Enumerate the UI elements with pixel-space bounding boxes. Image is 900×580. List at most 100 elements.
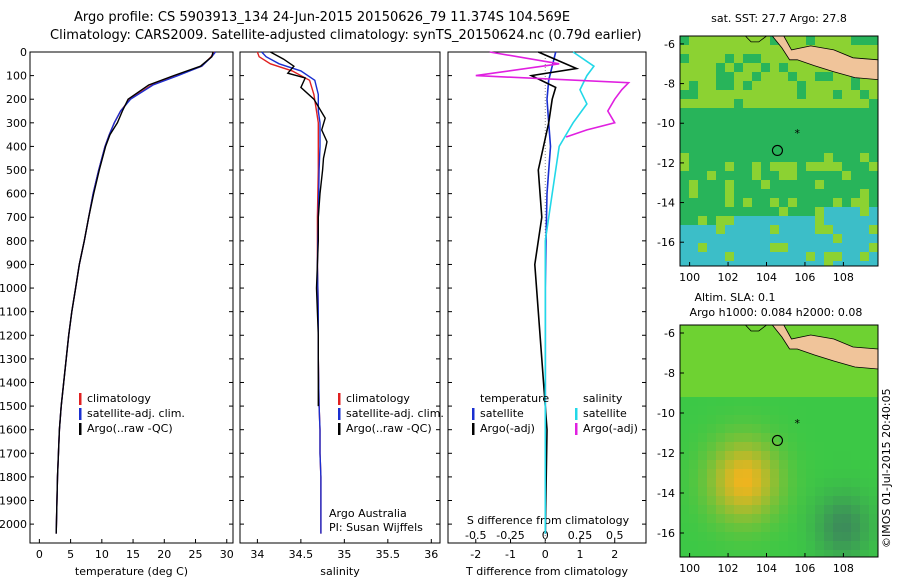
sal-legend-label: climatology (346, 392, 410, 405)
map-cell (779, 496, 789, 506)
map-cell (689, 180, 699, 190)
map-cell (851, 334, 861, 344)
map-cell (860, 126, 870, 136)
map-cell (788, 541, 798, 551)
depth-tick-label: 1100 (0, 306, 27, 319)
map-cell (806, 171, 816, 181)
map-cell (752, 370, 762, 380)
map-cell (860, 198, 870, 208)
map-cell (860, 90, 870, 100)
map-cell (851, 36, 861, 46)
map-cell (842, 243, 852, 253)
x-tick-label: 30 (220, 548, 234, 561)
map-cell (689, 415, 699, 425)
map-cell (860, 397, 870, 407)
map-cell (779, 451, 789, 461)
map-cell (680, 180, 690, 190)
map-cell (806, 81, 816, 91)
map-cell (842, 478, 852, 488)
salinity-line-2 (270, 51, 328, 407)
map-cell (743, 379, 753, 389)
depth-tick-label: 1900 (0, 495, 27, 508)
map-cell (680, 334, 690, 344)
map-cell (752, 541, 762, 551)
map-cell (680, 523, 690, 533)
map-cell (806, 261, 816, 266)
map-cell (725, 361, 735, 371)
map-cell (869, 496, 878, 506)
map-cell (698, 370, 708, 380)
map-cell (725, 99, 735, 109)
map-cell (860, 117, 870, 127)
map-cell (869, 532, 878, 542)
map-cell (824, 36, 834, 46)
map-cell (842, 496, 852, 506)
map-cell (770, 252, 780, 262)
map-cell (779, 117, 789, 127)
map-cell (788, 243, 798, 253)
map-cell (725, 117, 735, 127)
map-cell (797, 189, 807, 199)
map-cell (752, 460, 762, 470)
map-cell (842, 523, 852, 533)
depth-tick-label: 1300 (0, 353, 27, 366)
diff-legend-sal-swatch (575, 408, 578, 420)
map-cell (707, 54, 717, 64)
map-cell (842, 126, 852, 136)
map-cell (743, 541, 753, 551)
map-cell (698, 171, 708, 181)
x-tick-label: 34 (250, 548, 264, 561)
map-frame (679, 35, 879, 267)
map-cell (860, 496, 870, 506)
map-cell (689, 361, 699, 371)
map-cell (869, 261, 878, 266)
depth-tick-label: 900 (6, 258, 27, 271)
map-cell (770, 108, 780, 118)
map-cell (680, 451, 690, 461)
map-cell (797, 433, 807, 443)
map-cell (743, 352, 753, 362)
map-lon-tick: 106 (794, 562, 815, 575)
map-cell (851, 541, 861, 551)
map-cell (842, 216, 852, 226)
map-cell (869, 379, 878, 389)
map-cell (833, 117, 843, 127)
map-cell (860, 379, 870, 389)
map-cell (815, 117, 825, 127)
map-cell (770, 180, 780, 190)
map-cell (689, 451, 699, 461)
map-cell (734, 36, 744, 46)
map-cell (824, 135, 834, 145)
map-cell (707, 207, 717, 217)
map-cell (716, 162, 726, 172)
map-cell (689, 460, 699, 470)
map-cell (725, 451, 735, 461)
map-cell (752, 144, 762, 154)
map-cell (752, 117, 762, 127)
float-star-marker: * (795, 417, 801, 430)
map-cell (743, 325, 753, 335)
map-cell (680, 153, 690, 163)
map-cell (734, 442, 744, 452)
map-cell (779, 189, 789, 199)
map-cell (797, 388, 807, 398)
map-cell (707, 523, 717, 533)
map-cell (806, 424, 816, 434)
map-cell (779, 523, 789, 533)
map-cell (743, 171, 753, 181)
map-cell (680, 442, 690, 452)
map-cell (779, 550, 789, 557)
map-cell (815, 36, 825, 46)
map-lat-tick: -12 (657, 157, 675, 170)
map-cell (680, 261, 690, 266)
map-lon-tick: 100 (679, 271, 700, 284)
map-cell (842, 198, 852, 208)
map-cell (824, 234, 834, 244)
map-cell (725, 523, 735, 533)
map-cell (716, 325, 726, 335)
map-cell (689, 144, 699, 154)
map-cell (698, 460, 708, 470)
map-cell (734, 433, 744, 443)
map-cell (770, 171, 780, 181)
diff-legend-title: salinity (583, 392, 623, 405)
